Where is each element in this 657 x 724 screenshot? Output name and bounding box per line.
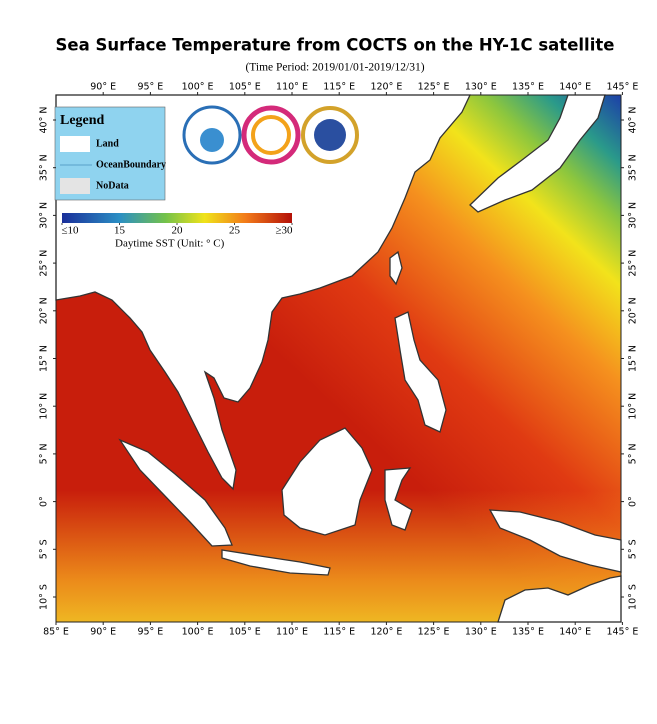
land-philippines (394, 311, 447, 433)
legend-nodata-swatch (60, 178, 90, 194)
title: Sea Surface Temperature from COCTS on th… (56, 36, 615, 55)
lat-label-left: 10° S (39, 584, 50, 610)
legend-item: Land (96, 138, 119, 149)
lon-label-top: 90° E (90, 82, 116, 93)
subtitle: (Time Period: 2019/01/01-2019/12/31) (245, 62, 424, 74)
lon-label-bottom: 145° E (606, 627, 638, 638)
lat-label-right: 10° S (628, 584, 639, 610)
land-sulawesi (384, 467, 413, 531)
colorbar-label: Daytime SST (Unit: ° C) (115, 238, 225, 250)
lon-label-bottom: 130° E (465, 627, 497, 638)
lon-label-bottom: 95° E (137, 627, 163, 638)
lat-label-right: 10° N (628, 393, 639, 420)
land-taiwan (389, 250, 403, 286)
logo-part (314, 119, 346, 151)
land-sumatra (118, 438, 233, 547)
lat-label-left: 5° S (39, 539, 50, 559)
colorbar-tick-label: 25 (229, 225, 241, 237)
land-java (221, 549, 331, 576)
lon-label-bottom: 120° E (370, 627, 402, 638)
lat-label-right: 15° N (628, 345, 639, 372)
lon-label-bottom: 85° E (43, 627, 69, 638)
legend: Legend Land OceanBoundary NoData (54, 106, 166, 201)
land-japan (469, 94, 606, 213)
colorbar-tick-label: 20 (172, 225, 184, 237)
lon-label-top: 145° E (606, 82, 638, 93)
lon-label-bottom: 110° E (276, 627, 308, 638)
lon-label-bottom: 115° E (323, 627, 355, 638)
lat-label-right: 30° N (628, 202, 639, 229)
colorbar (62, 213, 292, 223)
lon-label-top: 105° E (229, 82, 261, 93)
lat-label-left: 30° N (39, 202, 50, 229)
lat-label-right: 0° (628, 496, 639, 507)
logos (182, 105, 359, 165)
lat-label-left: 40° N (39, 107, 50, 134)
logo-part (200, 128, 224, 152)
legend-land-swatch (60, 136, 90, 152)
lon-label-top: 95° E (137, 82, 163, 93)
lat-label-right: 35° N (628, 154, 639, 181)
lat-label-left: 20° N (39, 297, 50, 324)
lon-label-top: 125° E (418, 82, 450, 93)
lon-label-top: 140° E (559, 82, 591, 93)
lon-label-bottom: 125° E (418, 627, 450, 638)
lon-label-bottom: 135° E (512, 627, 544, 638)
lon-label-top: 135° E (512, 82, 544, 93)
lon-label-top: 115° E (323, 82, 355, 93)
lat-label-right: 40° N (628, 107, 639, 134)
colorbar-tick-label: ≥30 (275, 225, 293, 237)
lat-label-right: 5° N (628, 443, 639, 464)
legend-item: NoData (96, 180, 129, 191)
lat-label-left: 5° N (39, 443, 50, 464)
lat-label-left: 10° N (39, 393, 50, 420)
lon-label-bottom: 140° E (559, 627, 591, 638)
legend-title: Legend (60, 113, 105, 128)
lon-label-bottom: 100° E (182, 627, 214, 638)
lat-label-left: 15° N (39, 345, 50, 372)
lat-label-left: 35° N (39, 154, 50, 181)
lon-label-top: 110° E (276, 82, 308, 93)
legend-item: OceanBoundary (96, 159, 166, 170)
lat-label-right: 25° N (628, 250, 639, 277)
lat-label-right: 5° S (628, 539, 639, 559)
lon-label-bottom: 90° E (90, 627, 116, 638)
lon-label-top: 100° E (182, 82, 214, 93)
colorbar-tick-label: 15 (114, 225, 126, 237)
lat-label-left: 25° N (39, 250, 50, 277)
lon-label-bottom: 105° E (229, 627, 261, 638)
colorbar-tick-label: ≤10 (61, 225, 79, 237)
logo-part (251, 115, 291, 155)
lat-label-left: 0° (39, 496, 50, 507)
land-borneo (281, 427, 373, 536)
lat-label-right: 20° N (628, 297, 639, 324)
lon-label-top: 120° E (370, 82, 402, 93)
lon-label-top: 130° E (465, 82, 497, 93)
